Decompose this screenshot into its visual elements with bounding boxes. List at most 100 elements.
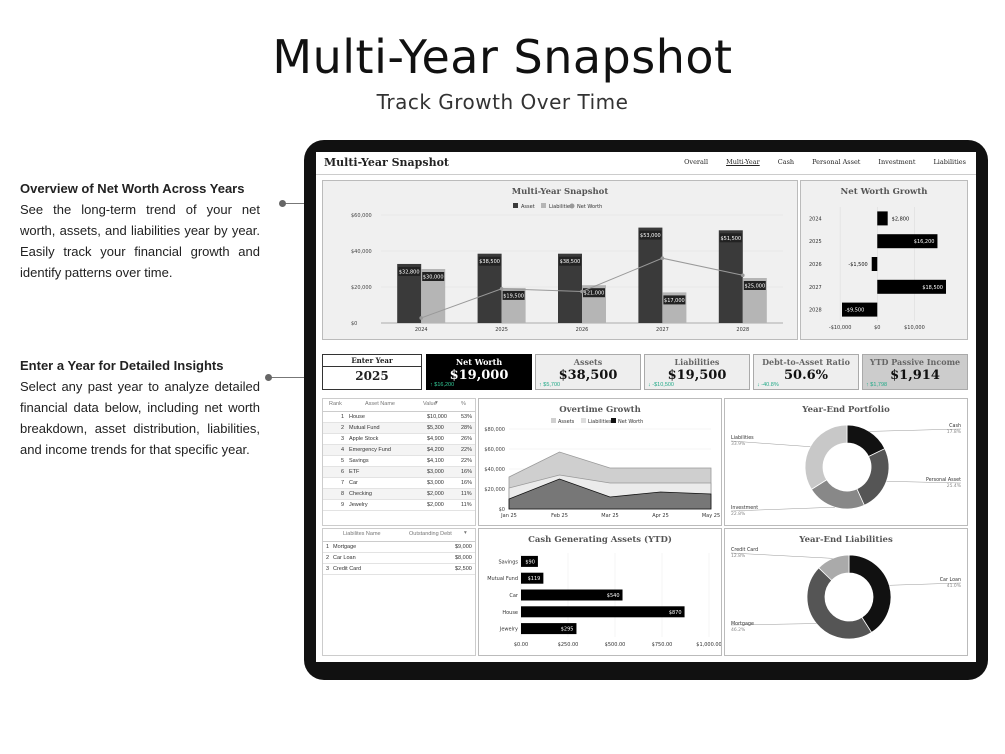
col-header[interactable]: % [461, 401, 466, 407]
legend-swatch [541, 203, 546, 208]
area-series [508, 478, 712, 510]
bar [877, 234, 938, 249]
x-tick-label: $750.00 [652, 642, 673, 648]
overtime-growth-chart: Assets Liabilities Net Worth $0 $20,000 $40,0… [484, 418, 720, 519]
table-row[interactable]: 2 Car Loan $8,000 [323, 553, 475, 564]
callout-body: Select any past year to analyze detailed… [20, 379, 260, 457]
table-row[interactable]: 2 Mutual Fund $5,300 28% [323, 423, 475, 434]
y-tick-label: 2027 [809, 285, 822, 291]
legend-swatch [513, 203, 518, 208]
table-cell: $5,300 [427, 425, 444, 431]
table-cell: 3 [326, 566, 330, 572]
bar-label: $870 [669, 610, 682, 616]
table-row[interactable]: 1 House $10,000 53% [323, 412, 475, 423]
pie-slice [856, 448, 890, 506]
net-worth-point [580, 289, 584, 294]
nav-link-overall[interactable]: Overall [684, 158, 709, 166]
slice-label: Car Loan [940, 577, 961, 583]
bar [521, 572, 544, 584]
table-cell: Mortgage [333, 544, 357, 550]
nav-link-cash[interactable]: Cash [777, 158, 795, 166]
table-cell: $3,000 [427, 480, 444, 486]
chart-title: Net Worth Growth [840, 187, 928, 197]
cash-assets-panel: Cash Generating Assets (YTD) $0.00 $250.0… [478, 528, 722, 656]
kpi-label: Debt-to-Asset Ratio [762, 357, 850, 367]
bar-label: $295 [561, 627, 574, 633]
y-tick-label: 2024 [809, 216, 822, 222]
bar-label: $38,500 [560, 259, 581, 265]
year-input-box[interactable]: Enter Year 2025 [322, 354, 422, 390]
table-cell: $3,000 [427, 469, 444, 475]
legend-label: Assets [558, 419, 575, 425]
kpi-label: Assets [573, 357, 603, 367]
slice-pct: 41.0% [947, 583, 962, 589]
nav-link-multi-year[interactable]: Multi-Year [726, 158, 760, 166]
bar-label: $25,000 [744, 284, 765, 290]
table-row[interactable]: 6 ETF $3,000 16% [323, 467, 475, 478]
table-row[interactable]: 9 Jewelry $2,000 11% [323, 500, 475, 511]
table-row[interactable]: 3 Credit Card $2,500 [323, 564, 475, 575]
col-header[interactable]: Value [423, 401, 437, 407]
table-cell: Credit Card [333, 566, 362, 572]
table-row[interactable]: 8 Checking $2,000 11% [323, 489, 475, 500]
table-header: Liabilites Name Outstanding Debt ▾ [323, 529, 475, 542]
table-cell: House [349, 414, 365, 420]
table-cell: 2 [341, 425, 345, 431]
x-tick-label: $500.00 [605, 642, 626, 648]
bar [877, 279, 946, 294]
bar [521, 623, 577, 635]
portfolio-panel: Year-End Portfolio Cash 17.8% Personal Ass… [724, 398, 968, 526]
x-tick-label: 2025 [495, 327, 508, 333]
x-tick-label: Jan 25 [500, 513, 517, 519]
nav-link-liabilities[interactable]: Liabilities [933, 158, 966, 166]
assets-table: Rank Asset Name Value ▾ % 1 House $10,000 5… [322, 398, 476, 526]
x-tick-label: 2027 [656, 327, 669, 333]
table-row[interactable]: 1 Mortgage $9,000 [323, 542, 475, 553]
table-cell: Car [349, 480, 358, 486]
sort-desc-icon[interactable]: ▾ [435, 400, 438, 406]
table-cell: Checking [349, 491, 372, 497]
table-row[interactable]: 4 Emergency Fund $4,200 22% [323, 445, 475, 456]
table-cell: Savings [349, 458, 369, 464]
x-tick-label: -$10,000 [829, 325, 851, 331]
callout-year: Enter a Year for Detailed Insights Selec… [20, 355, 260, 460]
kpi-value: $1,914 [890, 368, 940, 383]
slice-label: Credit Card [731, 547, 758, 553]
chevron-down-icon[interactable]: ▾ [464, 530, 467, 536]
col-header[interactable]: Asset Name [365, 401, 395, 407]
bar-label: $19,500 [503, 293, 524, 299]
chart-title: Year-End Liabilities [799, 535, 893, 545]
bar [718, 230, 743, 323]
pie-slice [804, 424, 848, 490]
x-tick-label: Apr 25 [652, 513, 669, 519]
tablet-frame: Multi-Year Snapshot Overall Multi-Year Cas… [304, 140, 988, 680]
table-row[interactable]: 7 Car $3,000 16% [323, 478, 475, 489]
x-tick-label: $250.00 [558, 642, 579, 648]
table-cell: 3 [341, 436, 345, 442]
table-row[interactable]: 3 Apple Stock $4,900 26% [323, 434, 475, 445]
bar-label-bg [559, 256, 581, 266]
nav-link-personal-asset[interactable]: Personal Asset [812, 158, 861, 166]
bar [877, 211, 888, 226]
table-cell: 26% [461, 436, 473, 442]
slice-pct: 22.8% [731, 511, 746, 517]
y-tick-label: 2026 [809, 262, 822, 268]
table-cell: 16% [461, 469, 473, 475]
bar [871, 257, 878, 271]
leader-line [869, 428, 962, 432]
y-tick-label: $20,000 [351, 285, 372, 291]
slice-label: Personal Asset [926, 477, 961, 483]
pie-slice [806, 567, 873, 640]
bar [638, 227, 663, 323]
bar-label: -$1,500 [848, 262, 867, 268]
nav-link-investment[interactable]: Investment [878, 158, 916, 166]
chart-title: Overtime Growth [559, 405, 641, 415]
year-input-value[interactable]: 2025 [355, 369, 389, 383]
y-tick-label: 2025 [809, 239, 822, 245]
page-subtitle: Track Growth Over Time [376, 90, 629, 114]
col-header[interactable]: Liabilites Name [343, 531, 381, 537]
col-header[interactable]: Outstanding Debt [409, 531, 452, 537]
col-header[interactable]: Rank [329, 401, 342, 407]
table-row[interactable]: 5 Savings $4,100 22% [323, 456, 475, 467]
